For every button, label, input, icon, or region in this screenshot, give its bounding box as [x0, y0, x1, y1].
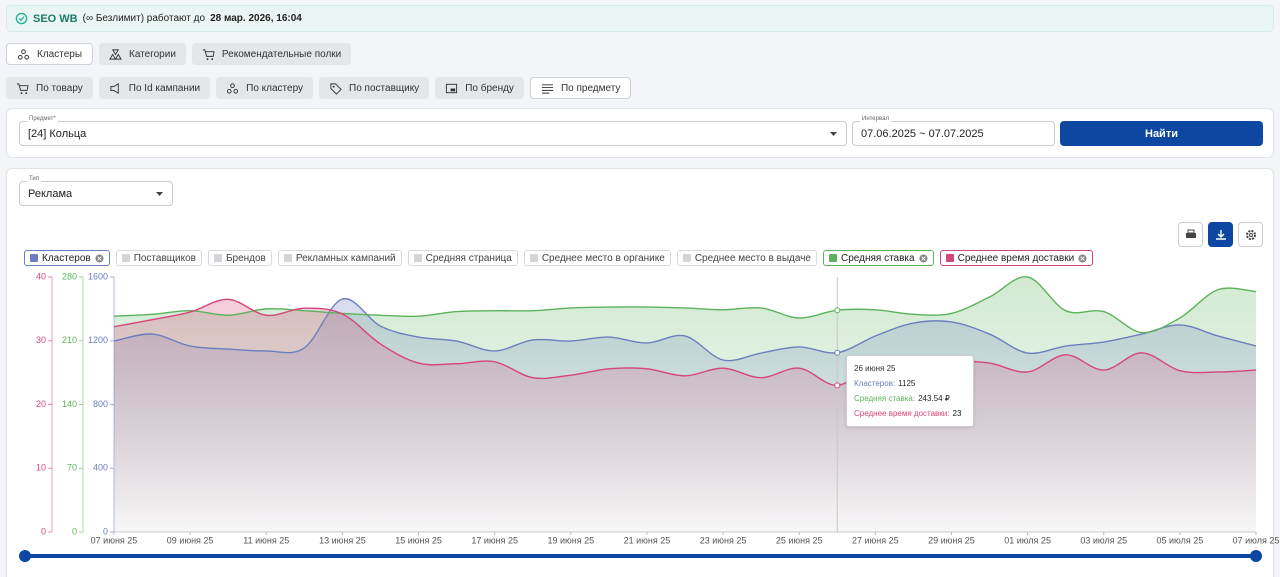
- tooltip-row: Среднее время доставки:23: [854, 406, 966, 421]
- y-tick-label: 400: [93, 463, 108, 473]
- tooltip: 26 июня 25 Кластеров:1125Средняя ставка:…: [846, 355, 974, 427]
- brand: SEO WB: [33, 13, 78, 25]
- subtabs: По товару По Id кампании По кластеру По …: [6, 77, 631, 99]
- x-tick-label: 17 июня 25: [471, 535, 518, 545]
- tabs: Кластеры Категории Рекомендательные полк…: [6, 43, 351, 65]
- plan-note: (∞ Безлимит) работают до: [83, 13, 205, 24]
- y-tick-label: 800: [93, 399, 108, 409]
- x-tick-label: 11 июня 25: [243, 535, 289, 545]
- field-value: [24] Кольца: [28, 128, 86, 140]
- field-label: Интервал: [860, 116, 891, 122]
- field-label: Предмет*: [27, 116, 58, 122]
- x-tick-label: 21 июня 25: [624, 535, 671, 545]
- chart: 04008001200160007014021028001020304007 и…: [0, 168, 1280, 577]
- tooltip-value: 243.54 ₽: [918, 394, 950, 403]
- y-tick-label: 40: [36, 271, 46, 281]
- y-tick-label: 280: [62, 271, 77, 281]
- x-tick-label: 19 июня 25: [547, 535, 594, 545]
- slider-handle: [19, 550, 31, 562]
- subtab-label: По товару: [36, 83, 83, 94]
- x-tick-label: 15 июня 25: [395, 535, 442, 545]
- slider-handle: [1250, 550, 1262, 562]
- field-value: 07.06.2025 ~ 07.07.2025: [861, 128, 984, 140]
- tab[interactable]: Категории: [99, 43, 186, 65]
- subject-select[interactable]: Предмет* [24] Кольца: [19, 121, 847, 146]
- tooltip-row: Кластеров:1125: [854, 376, 966, 391]
- y-tick-label: 30: [36, 335, 46, 345]
- y-tick-label: 70: [67, 463, 77, 473]
- tooltip-label: Среднее время доставки:: [854, 409, 950, 418]
- tooltip-value: 1125: [898, 379, 915, 388]
- subtab-label: По бренду: [465, 83, 514, 94]
- y-tick-label: 140: [62, 399, 77, 409]
- tab[interactable]: Рекомендательные полки: [192, 43, 351, 65]
- subtab[interactable]: По предмету: [530, 77, 631, 99]
- tab-label: Кластеры: [37, 49, 82, 60]
- subtab-label: По кластеру: [246, 83, 303, 94]
- subtab-label: По поставщику: [349, 83, 419, 94]
- y-tick-label: 1200: [88, 335, 108, 345]
- plan-until: 28 мар. 2026, 16:04: [210, 13, 302, 24]
- caret: [830, 131, 838, 137]
- x-tick-label: 07 июля 25: [1233, 535, 1280, 545]
- x-tick-label: 01 июля 25: [1004, 535, 1051, 545]
- subtab[interactable]: По поставщику: [319, 77, 429, 99]
- tooltip-label: Кластеров:: [854, 379, 895, 388]
- x-tick-label: 29 июня 25: [928, 535, 975, 545]
- tooltip-row: Средняя ставка:243.54 ₽: [854, 391, 966, 406]
- tooltip-title: 26 июня 25: [854, 361, 966, 376]
- check-icon: [15, 12, 28, 25]
- x-tick-label: 23 июня 25: [700, 535, 747, 545]
- x-tick-label: 09 июня 25: [167, 535, 214, 545]
- subtab-label: По Id кампании: [129, 83, 200, 94]
- x-tick-label: 07 июня 25: [91, 535, 138, 545]
- subtab[interactable]: По кластеру: [216, 77, 313, 99]
- hover-point: [835, 383, 840, 388]
- interval-field[interactable]: Интервал 07.06.2025 ~ 07.07.2025: [852, 121, 1055, 146]
- filter-card: Предмет* [24] Кольца Интервал 07.06.2025…: [6, 108, 1274, 158]
- x-tick-label: 03 июля 25: [1080, 535, 1127, 545]
- tooltip-label: Средняя ставка:: [854, 394, 915, 403]
- hover-point: [835, 308, 840, 313]
- x-tick-label: 05 июля 25: [1156, 535, 1203, 545]
- tooltip-value: 23: [953, 409, 962, 418]
- subtab[interactable]: По бренду: [435, 77, 524, 99]
- y-tick-label: 1600: [88, 271, 108, 281]
- subscription-bar: SEO WB (∞ Безлимит) работают до 28 мар. …: [6, 5, 1274, 32]
- tab-label: Рекомендательные полки: [222, 49, 341, 60]
- tab[interactable]: Кластеры: [6, 43, 93, 65]
- x-tick-label: 25 июня 25: [776, 535, 823, 545]
- y-tick-label: 0: [41, 526, 46, 536]
- subtab-label: По предмету: [561, 83, 620, 94]
- y-tick-label: 210: [62, 335, 77, 345]
- tab-label: Категории: [129, 49, 176, 60]
- x-tick-label: 13 июня 25: [319, 535, 366, 545]
- subtab[interactable]: По Id кампании: [99, 77, 210, 99]
- search-button[interactable]: Найти: [1060, 121, 1263, 146]
- y-tick-label: 20: [36, 399, 46, 409]
- hover-point: [835, 350, 840, 355]
- y-tick-label: 0: [72, 526, 77, 536]
- subtab[interactable]: По товару: [6, 77, 93, 99]
- x-tick-label: 27 июня 25: [852, 535, 899, 545]
- y-tick-label: 10: [36, 463, 46, 473]
